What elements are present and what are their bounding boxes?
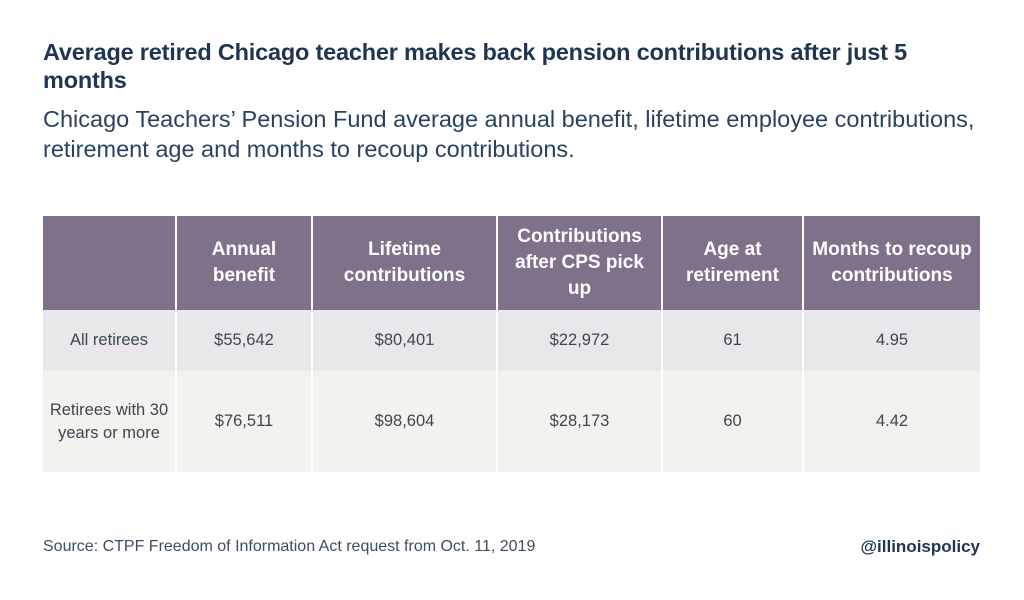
table-cell: 4.95 <box>803 310 980 371</box>
column-header: Contributions after CPS pick up <box>497 216 663 310</box>
row-label: All retirees <box>43 310 177 371</box>
table-row: All retirees $55,642 $80,401 $22,972 61 … <box>43 310 980 371</box>
table-cell: $76,511 <box>176 371 313 472</box>
column-header: Months to recoup contributions <box>803 216 980 310</box>
table-cell: $98,604 <box>312 371 498 472</box>
table-cell: $80,401 <box>312 310 498 371</box>
table-cell: $28,173 <box>497 371 663 472</box>
row-label: Retirees with 30 years or more <box>43 371 177 472</box>
table-cell: 60 <box>662 371 804 472</box>
table-cell: 61 <box>662 310 804 371</box>
chart-title: Average retired Chicago teacher makes ba… <box>43 39 907 93</box>
column-header <box>43 216 177 310</box>
column-header: Lifetime contributions <box>312 216 498 310</box>
chart-subtitle: Chicago Teachers’ Pension Fund average a… <box>43 106 975 162</box>
table-header-row: Annual benefit Lifetime contributions Co… <box>43 216 980 310</box>
source-note: Source: CTPF Freedom of Information Act … <box>43 538 536 555</box>
table-cell: 4.42 <box>803 371 980 472</box>
brand-handle: @illinoispolicy <box>860 537 980 556</box>
data-table: Annual benefit Lifetime contributions Co… <box>43 216 980 472</box>
table-cell: $22,972 <box>497 310 663 371</box>
column-header: Annual benefit <box>176 216 313 310</box>
column-header: Age at retirement <box>662 216 804 310</box>
table-cell: $55,642 <box>176 310 313 371</box>
table-row: Retirees with 30 years or more $76,511 $… <box>43 371 980 472</box>
